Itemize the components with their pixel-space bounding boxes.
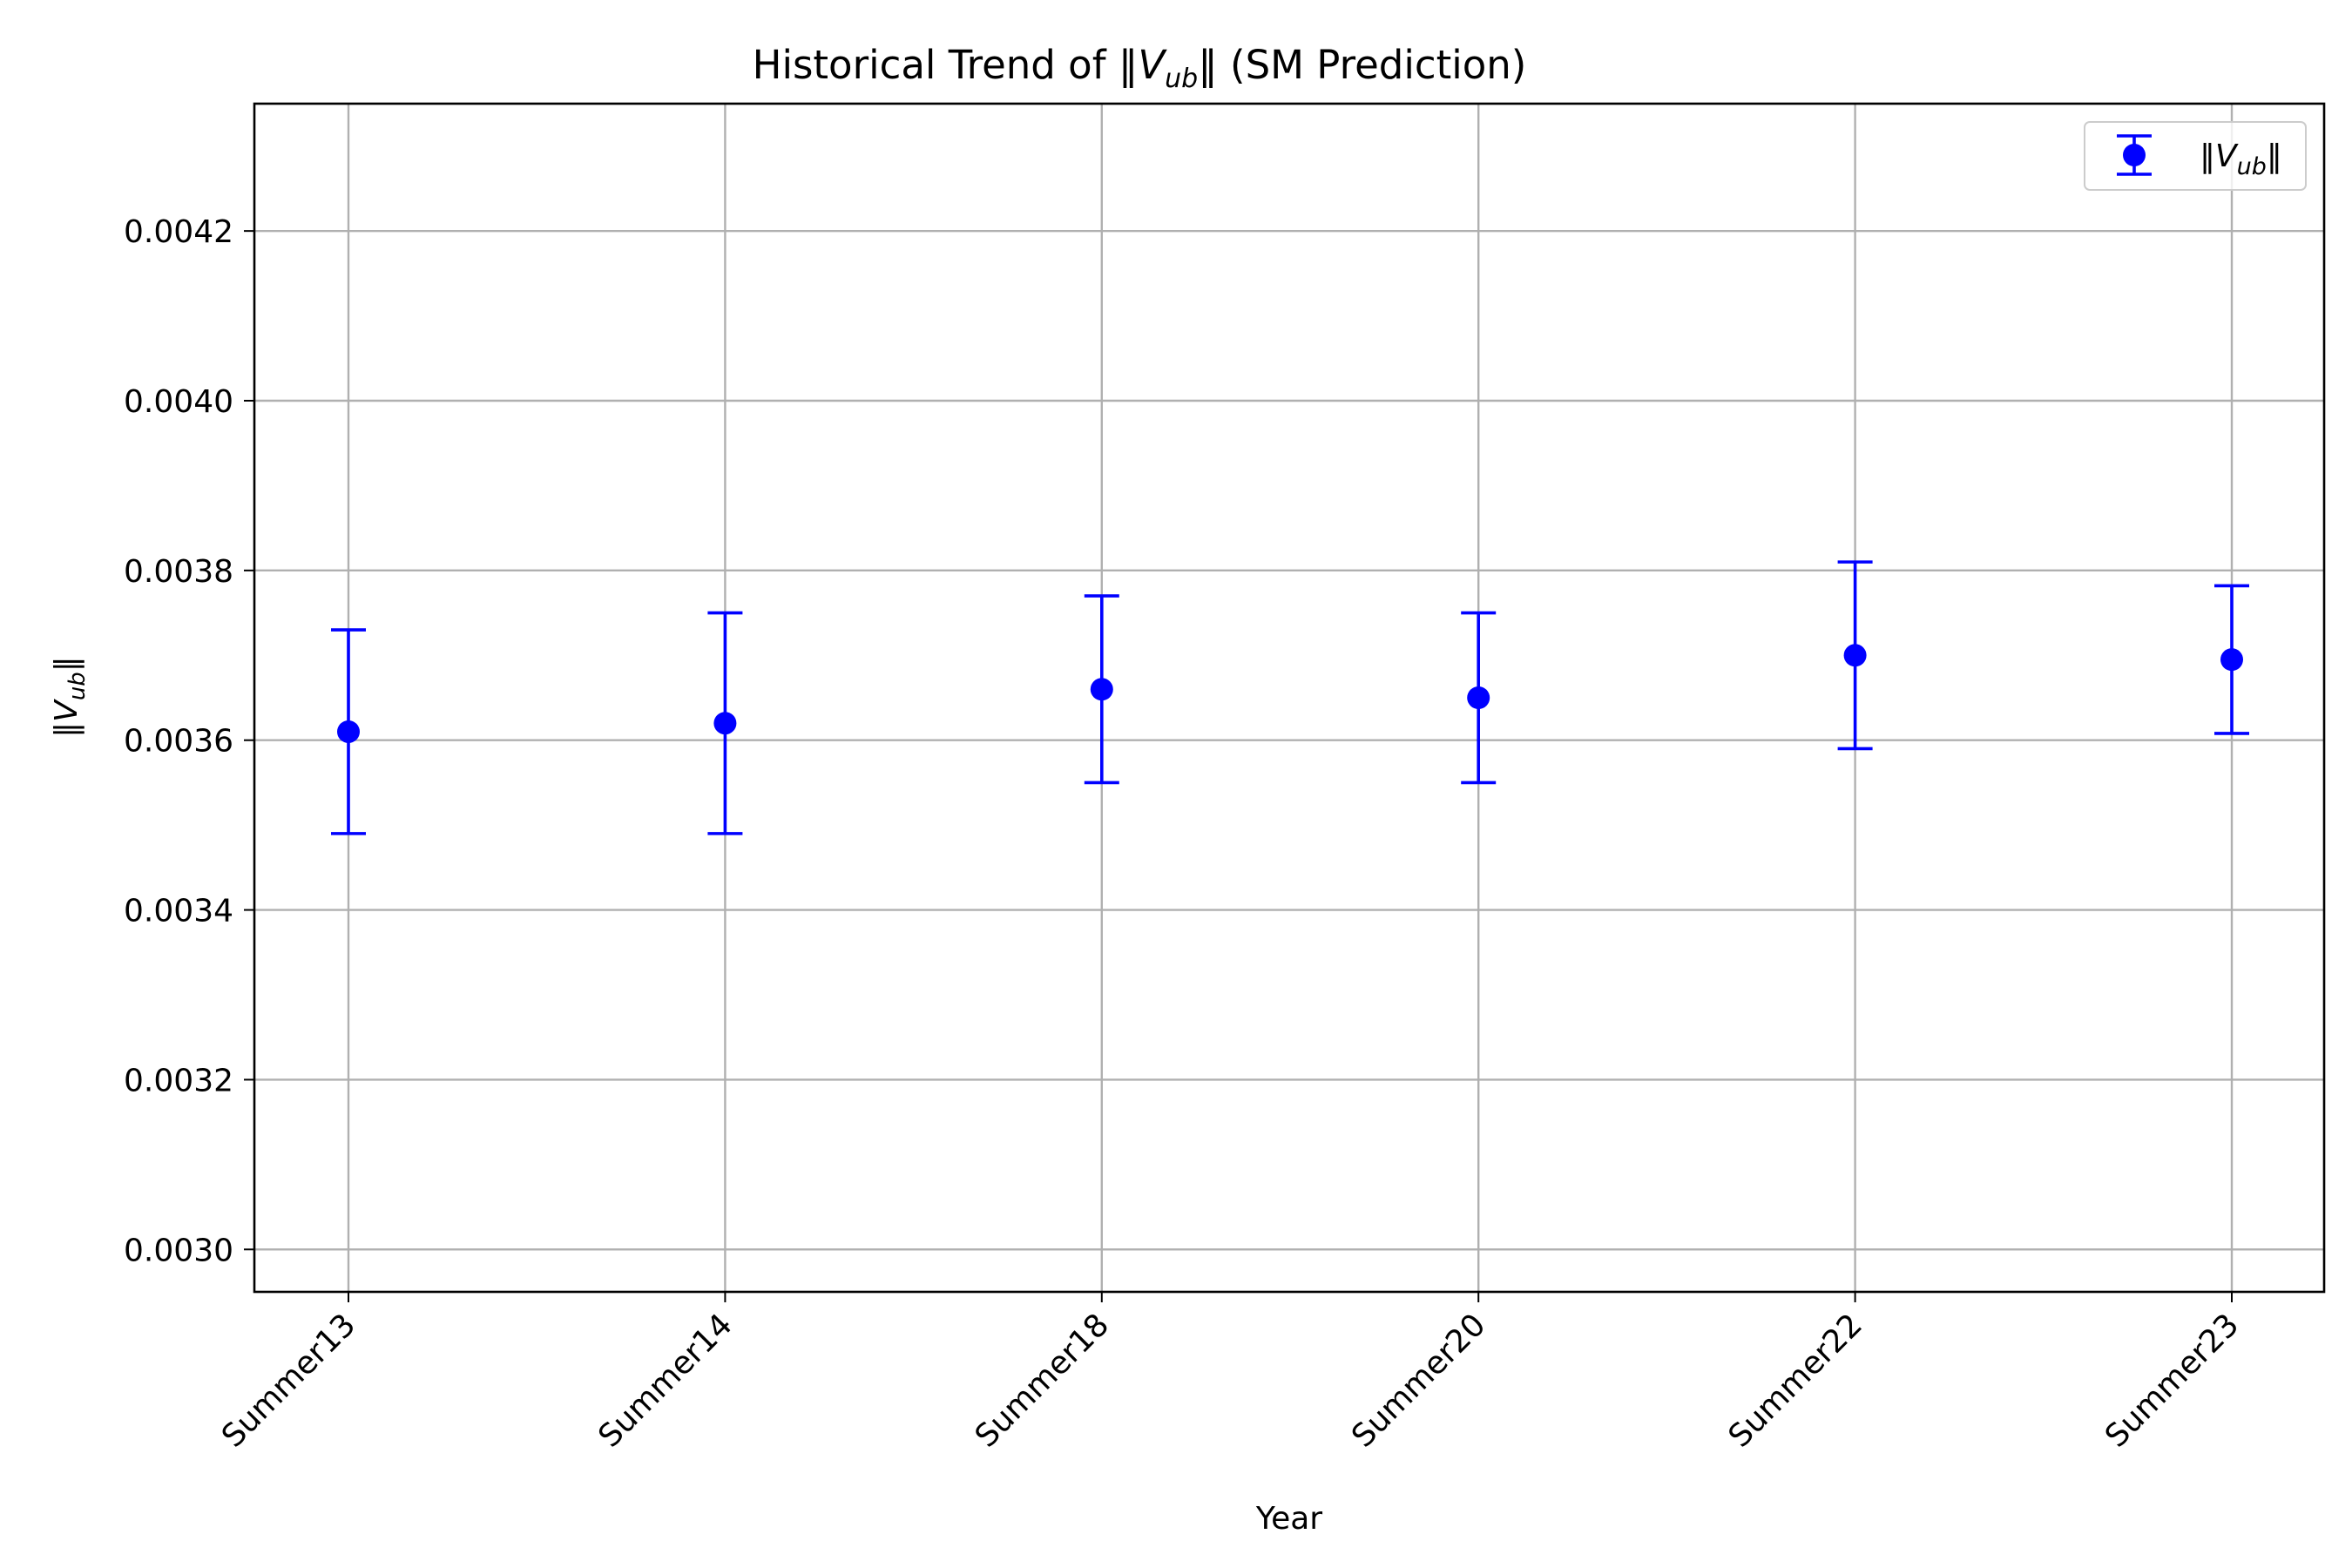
data-point bbox=[713, 712, 737, 735]
x-tick-label: Summer20 bbox=[1345, 1307, 1492, 1454]
chart-title-norm-open: ‖ bbox=[1119, 42, 1139, 88]
legend-label-norm-close: ‖ bbox=[2267, 139, 2282, 174]
x-tick-label: Summer22 bbox=[1722, 1307, 1869, 1454]
errorbar-layer bbox=[331, 560, 2249, 835]
grid-layer bbox=[254, 104, 2324, 1292]
legend-point-marker bbox=[2123, 144, 2146, 166]
y-axis-label-symbol: V bbox=[49, 699, 84, 722]
chart-title-subscript: ub bbox=[1165, 64, 1198, 94]
point-layer bbox=[337, 644, 2243, 743]
x-tick-label: Summer18 bbox=[969, 1307, 1116, 1454]
x-tick-label: Summer14 bbox=[591, 1307, 739, 1454]
x-tick-label: Summer23 bbox=[2099, 1307, 2246, 1454]
y-tick-label: 0.0036 bbox=[124, 724, 233, 760]
legend-label-subscript: ub bbox=[2237, 153, 2267, 180]
plot-area-frame bbox=[253, 102, 2326, 1294]
data-point bbox=[1090, 678, 1113, 701]
data-point bbox=[1467, 686, 1490, 709]
y-tick-label: 0.0042 bbox=[124, 214, 233, 250]
y-axis-label-subscript: ub bbox=[64, 672, 91, 700]
legend-label-symbol: V bbox=[2215, 139, 2239, 174]
legend-label: ‖Vub‖ bbox=[2200, 139, 2282, 180]
chart-title-suffix: (SM Prediction) bbox=[1218, 42, 1527, 88]
chart-title: Historical Trend of ‖Vub‖ (SM Prediction… bbox=[753, 42, 1527, 94]
y-tick-label: 0.0034 bbox=[124, 894, 233, 929]
y-axis-label-norm-close: ‖ bbox=[49, 656, 84, 672]
x-axis-label: Year bbox=[1255, 1501, 1322, 1537]
y-tick-label: 0.0038 bbox=[124, 554, 233, 590]
data-point bbox=[337, 720, 360, 743]
y-axis-label-norm-open: ‖ bbox=[49, 722, 84, 738]
chart-title-prefix: Historical Trend of bbox=[753, 42, 1119, 88]
data-point bbox=[1843, 644, 1867, 667]
y-tick-label: 0.0030 bbox=[124, 1233, 233, 1268]
y-tick-label: 0.0032 bbox=[124, 1063, 233, 1098]
chart-title-symbol: V bbox=[1138, 42, 1167, 88]
chart-title-norm-close: ‖ bbox=[1198, 42, 1218, 88]
y-tick-label: 0.0040 bbox=[124, 384, 233, 420]
legend-label-norm-open: ‖ bbox=[2200, 139, 2215, 174]
data-point bbox=[2220, 648, 2243, 672]
x-tick-label: Summer13 bbox=[215, 1307, 362, 1454]
legend: ‖Vub‖ bbox=[2084, 121, 2307, 191]
y-axis-label: ‖Vub‖ bbox=[49, 656, 91, 738]
